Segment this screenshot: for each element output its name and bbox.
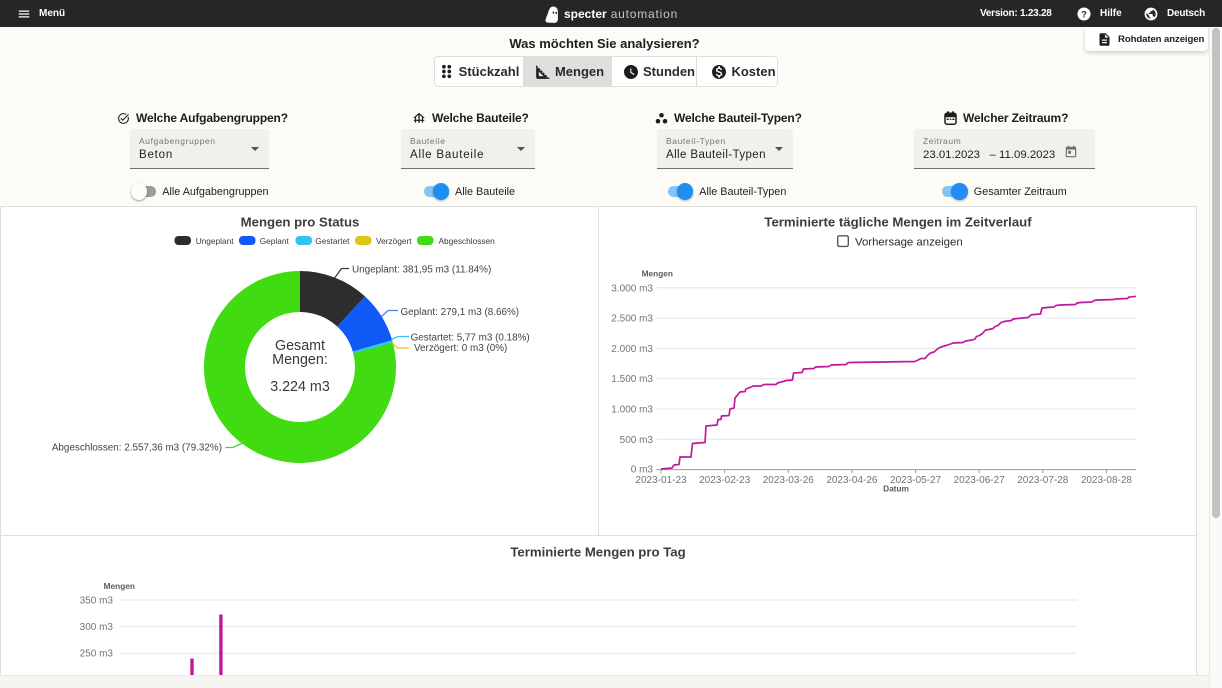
svg-text:Ungeplant: Ungeplant bbox=[196, 236, 235, 246]
svg-text:Abgeschlossen: Abgeschlossen bbox=[439, 236, 496, 246]
svg-text:Mengen: Mengen bbox=[642, 269, 673, 279]
svg-text:2023-04-26: 2023-04-26 bbox=[826, 475, 878, 486]
svg-text:Mengen:: Mengen: bbox=[272, 352, 328, 368]
svg-text:Vorhersage anzeigen: Vorhersage anzeigen bbox=[855, 237, 963, 249]
svg-text:Abgeschlossen: 2.557,36 m3 (79: Abgeschlossen: 2.557,36 m3 (79.32%) bbox=[52, 442, 222, 453]
svg-text:Geplant: Geplant bbox=[260, 236, 290, 246]
svg-text:Terminierte tägliche Mengen im: Terminierte tägliche Mengen im Zeitverla… bbox=[764, 215, 1032, 230]
svg-text:2023-06-27: 2023-06-27 bbox=[954, 475, 1006, 486]
svg-text:2023-03-26: 2023-03-26 bbox=[763, 475, 815, 486]
svg-text:0 m3: 0 m3 bbox=[631, 465, 654, 476]
svg-text:350 m3: 350 m3 bbox=[80, 596, 114, 607]
svg-text:Mengen: Mengen bbox=[104, 581, 135, 591]
svg-text:Gestartet: Gestartet bbox=[315, 236, 350, 246]
svg-text:Verzögert: Verzögert bbox=[376, 236, 412, 246]
svg-text:?: ? bbox=[1081, 9, 1087, 19]
svg-text:2.000 m3: 2.000 m3 bbox=[611, 344, 653, 355]
svg-text:2023-02-23: 2023-02-23 bbox=[699, 475, 751, 486]
svg-text:1.000 m3: 1.000 m3 bbox=[611, 405, 653, 416]
svg-text:2023-07-28: 2023-07-28 bbox=[1017, 475, 1069, 486]
svg-text:2023-05-27: 2023-05-27 bbox=[890, 475, 942, 486]
svg-text:2.500 m3: 2.500 m3 bbox=[611, 314, 653, 325]
svg-text:Verzögert: 0 m3 (0%): Verzögert: 0 m3 (0%) bbox=[414, 343, 507, 354]
svg-text:Gesamt: Gesamt bbox=[275, 338, 325, 354]
svg-text:Geplant: 279,1 m3 (8.66%): Geplant: 279,1 m3 (8.66%) bbox=[401, 307, 520, 318]
svg-text:2023-08-28: 2023-08-28 bbox=[1081, 475, 1133, 486]
svg-text:3.224 m3: 3.224 m3 bbox=[270, 379, 330, 395]
svg-text:Mengen pro Status: Mengen pro Status bbox=[241, 215, 360, 230]
svg-text:Ungeplant: 381,95 m3 (11.84%): Ungeplant: 381,95 m3 (11.84%) bbox=[352, 264, 491, 275]
svg-text:Datum: Datum bbox=[883, 484, 909, 494]
svg-text:250 m3: 250 m3 bbox=[80, 649, 114, 660]
svg-text:500 m3: 500 m3 bbox=[620, 435, 654, 446]
svg-text:2023-01-23: 2023-01-23 bbox=[635, 475, 687, 486]
svg-text:Terminierte Mengen pro Tag: Terminierte Mengen pro Tag bbox=[510, 544, 685, 559]
svg-text:Gestartet: 5,77 m3 (0.18%): Gestartet: 5,77 m3 (0.18%) bbox=[411, 333, 530, 344]
svg-text:300 m3: 300 m3 bbox=[80, 622, 114, 633]
svg-text:1.500 m3: 1.500 m3 bbox=[611, 374, 653, 385]
svg-text:3.000 m3: 3.000 m3 bbox=[611, 283, 653, 294]
